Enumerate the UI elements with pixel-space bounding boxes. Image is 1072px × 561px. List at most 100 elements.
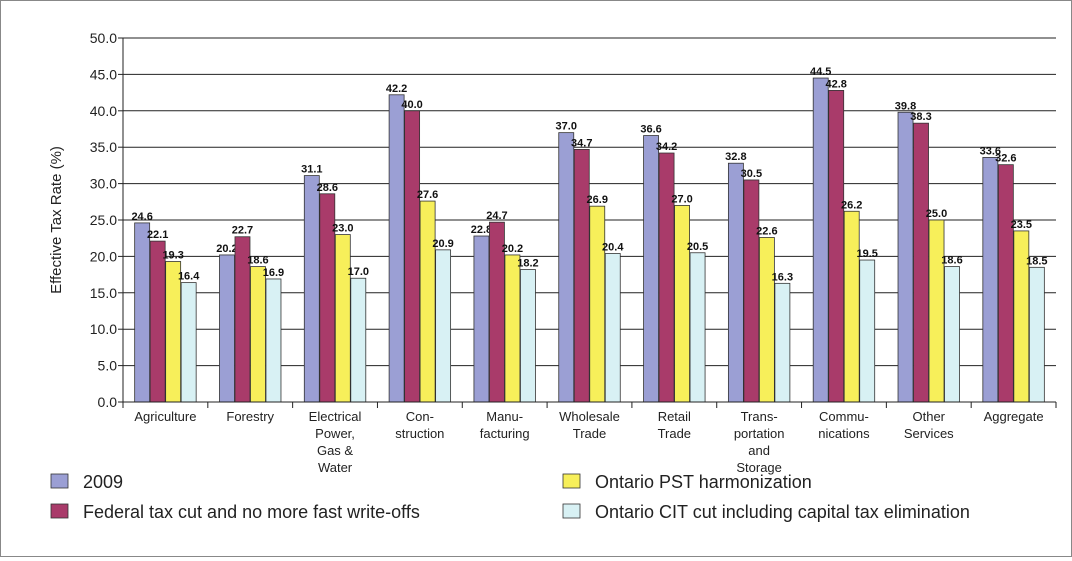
- bar: [404, 110, 421, 403]
- bar: [774, 282, 791, 403]
- data-label: 23.5: [1011, 219, 1032, 231]
- data-label: 22.6: [756, 225, 777, 237]
- data-label: 23.0: [332, 223, 353, 235]
- legend-label: 2009: [83, 472, 123, 492]
- bar: [689, 252, 706, 403]
- legend: 2009 Federal tax cut and no more fast wri…: [50, 472, 970, 522]
- data-label: 22.7: [232, 225, 253, 237]
- y-tick-label: 40.0: [90, 103, 117, 119]
- y-tick-label: 35.0: [90, 139, 117, 155]
- data-label: 32.8: [725, 151, 746, 163]
- data-label: 38.3: [910, 111, 931, 123]
- data-label: 34.2: [656, 141, 677, 153]
- bar: [250, 266, 266, 403]
- x-tick-label: Electrical Power, Gas & Water: [309, 409, 362, 475]
- y-tick-label: 5.0: [98, 358, 118, 374]
- x-tick-label: Aggregate: [984, 409, 1044, 424]
- data-label: 20.4: [602, 241, 624, 253]
- bar: [419, 200, 436, 403]
- data-label: 24.7: [486, 210, 507, 222]
- bar: [843, 210, 860, 403]
- data-label: 24.6: [131, 211, 152, 223]
- y-tick-label: 15.0: [90, 285, 117, 301]
- x-tick-label: Wholesale Trade: [559, 409, 620, 441]
- bar: [758, 237, 775, 403]
- x-tick-label: Manu-facturing: [480, 409, 530, 441]
- data-label: 19.5: [856, 248, 877, 260]
- data-label: 20.9: [432, 238, 453, 250]
- data-label: 18.2: [517, 258, 538, 270]
- x-axis-categories: Agriculture Forestry Electrical Power, Gas &…: [134, 409, 1043, 475]
- data-label: 39.8: [895, 100, 916, 112]
- y-tick-label: 25.0: [90, 212, 117, 228]
- bar: [913, 122, 929, 403]
- bar: [828, 90, 845, 403]
- legend-swatch: [50, 473, 69, 489]
- legend-swatch: [562, 473, 581, 489]
- bar: [674, 205, 690, 403]
- legend-swatch: [562, 503, 581, 519]
- bar: [589, 205, 606, 403]
- data-label: 33.6: [980, 145, 1001, 157]
- bar: [1028, 266, 1045, 403]
- data-label: 16.4: [178, 271, 200, 283]
- y-tick-label: 0.0: [98, 394, 118, 410]
- bars: 24.622.119.316.420.222.718.616.931.128.6…: [131, 66, 1048, 403]
- data-label: 20.5: [687, 241, 708, 253]
- bar: [265, 278, 282, 403]
- bar: [658, 152, 675, 403]
- data-label: 32.6: [995, 153, 1016, 165]
- bar: [743, 179, 760, 403]
- bar: [520, 269, 536, 403]
- x-tick-label: Forestry: [226, 409, 274, 424]
- bar: [388, 94, 405, 403]
- bar: [643, 135, 659, 403]
- bar: [504, 254, 521, 403]
- y-axis-label: Effective Tax Rate (%): [48, 146, 65, 294]
- data-label: 30.5: [741, 168, 762, 180]
- data-label: 40.0: [401, 99, 422, 111]
- data-label: 26.2: [841, 199, 862, 211]
- bar: [303, 175, 320, 403]
- bar: [997, 164, 1014, 403]
- data-label: 37.0: [556, 121, 577, 133]
- bar: [473, 235, 490, 403]
- data-label: 42.8: [825, 78, 846, 90]
- y-tick-label: 30.0: [90, 176, 117, 192]
- bar: [435, 249, 452, 403]
- y-axis-ticks: 0.0 5.0 10.0 15.0 20.0 25.0 30.0 35.0 40.0 45.0 50…: [90, 30, 123, 410]
- bar: [727, 162, 744, 403]
- data-label: 42.2: [386, 83, 407, 95]
- x-tick-label: Agriculture: [134, 409, 196, 424]
- data-label: 27.6: [417, 189, 438, 201]
- x-tick-label: Trans-portation and Storage: [734, 409, 785, 475]
- legend-label: Ontario CIT cut including capital tax el…: [595, 502, 970, 522]
- data-label: 27.0: [671, 193, 692, 205]
- y-tick-label: 10.0: [90, 321, 117, 337]
- data-label: 36.6: [640, 124, 661, 136]
- data-label: 19.3: [162, 249, 183, 261]
- legend-label: Federal tax cut and no more fast write-o…: [83, 502, 420, 522]
- bar: [334, 234, 351, 403]
- data-label: 18.5: [1026, 255, 1047, 267]
- y-tick-label: 50.0: [90, 30, 117, 46]
- bar: [558, 132, 575, 403]
- bar: [219, 254, 235, 403]
- data-label: 22.1: [147, 229, 168, 241]
- legend-label: Ontario PST harmonization: [595, 472, 812, 492]
- bar: [350, 277, 367, 403]
- bar: [604, 253, 621, 403]
- data-label: 16.3: [772, 271, 793, 283]
- x-tick-label: Other Services: [904, 409, 954, 441]
- bar: [134, 222, 151, 403]
- data-label: 16.9: [263, 267, 284, 279]
- data-label: 25.0: [926, 208, 947, 220]
- bar: [180, 282, 197, 403]
- data-label: 26.9: [587, 194, 608, 206]
- y-tick-label: 45.0: [90, 66, 117, 82]
- data-label: 34.7: [571, 137, 592, 149]
- y-tick-label: 20.0: [90, 248, 117, 264]
- data-label: 20.2: [502, 243, 523, 255]
- data-label: 44.5: [810, 66, 831, 78]
- data-label: 22.8: [471, 224, 492, 236]
